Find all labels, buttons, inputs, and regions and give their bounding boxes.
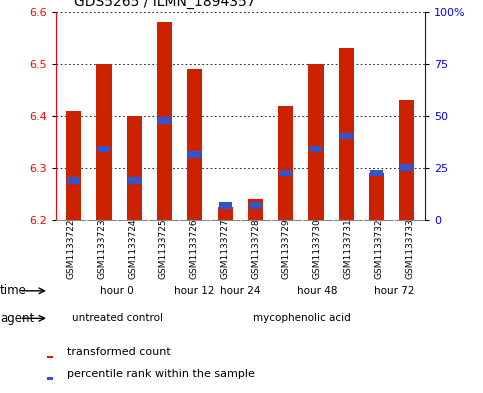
Bar: [157, 22, 172, 220]
Bar: [97, 64, 112, 220]
Text: agent: agent: [0, 312, 34, 325]
Bar: [66, 111, 81, 220]
Bar: [369, 173, 384, 220]
Bar: [248, 199, 263, 220]
Text: mycophenolic acid: mycophenolic acid: [253, 313, 351, 323]
Text: untreated control: untreated control: [71, 313, 163, 323]
Bar: [158, 118, 171, 124]
Bar: [309, 64, 324, 220]
Bar: [128, 177, 141, 184]
Text: GSM1133731: GSM1133731: [343, 218, 353, 279]
Bar: [249, 202, 262, 209]
Text: hour 12: hour 12: [174, 286, 214, 296]
Bar: [310, 146, 323, 152]
Bar: [187, 69, 202, 220]
Text: transformed count: transformed count: [68, 347, 171, 357]
Bar: [127, 116, 142, 220]
Bar: [340, 133, 353, 140]
Bar: [219, 202, 231, 209]
Text: GSM1133722: GSM1133722: [67, 219, 75, 279]
Text: time: time: [0, 284, 27, 298]
Text: GSM1133727: GSM1133727: [220, 218, 229, 279]
Text: hour 72: hour 72: [374, 286, 414, 296]
Text: hour 0: hour 0: [100, 286, 134, 296]
Bar: [217, 207, 233, 220]
Text: percentile rank within the sample: percentile rank within the sample: [68, 369, 255, 379]
Text: GSM1133733: GSM1133733: [405, 218, 414, 279]
Bar: [67, 177, 80, 184]
Text: hour 24: hour 24: [220, 286, 260, 296]
Text: GSM1133724: GSM1133724: [128, 219, 137, 279]
Bar: [188, 151, 201, 158]
Bar: [47, 356, 53, 358]
Bar: [339, 48, 354, 220]
Text: GSM1133723: GSM1133723: [97, 218, 106, 279]
Text: GDS5265 / ILMN_1894357: GDS5265 / ILMN_1894357: [74, 0, 256, 9]
Bar: [400, 164, 413, 171]
Text: GSM1133729: GSM1133729: [282, 218, 291, 279]
Bar: [279, 169, 292, 176]
Bar: [370, 169, 383, 176]
Text: hour 48: hour 48: [297, 286, 338, 296]
Text: GSM1133725: GSM1133725: [159, 218, 168, 279]
Text: GSM1133730: GSM1133730: [313, 218, 322, 279]
Bar: [278, 106, 293, 220]
Bar: [399, 100, 414, 220]
Bar: [98, 146, 111, 152]
Bar: [47, 377, 53, 380]
Text: GSM1133732: GSM1133732: [374, 218, 384, 279]
Text: GSM1133728: GSM1133728: [251, 218, 260, 279]
Text: GSM1133726: GSM1133726: [190, 218, 199, 279]
